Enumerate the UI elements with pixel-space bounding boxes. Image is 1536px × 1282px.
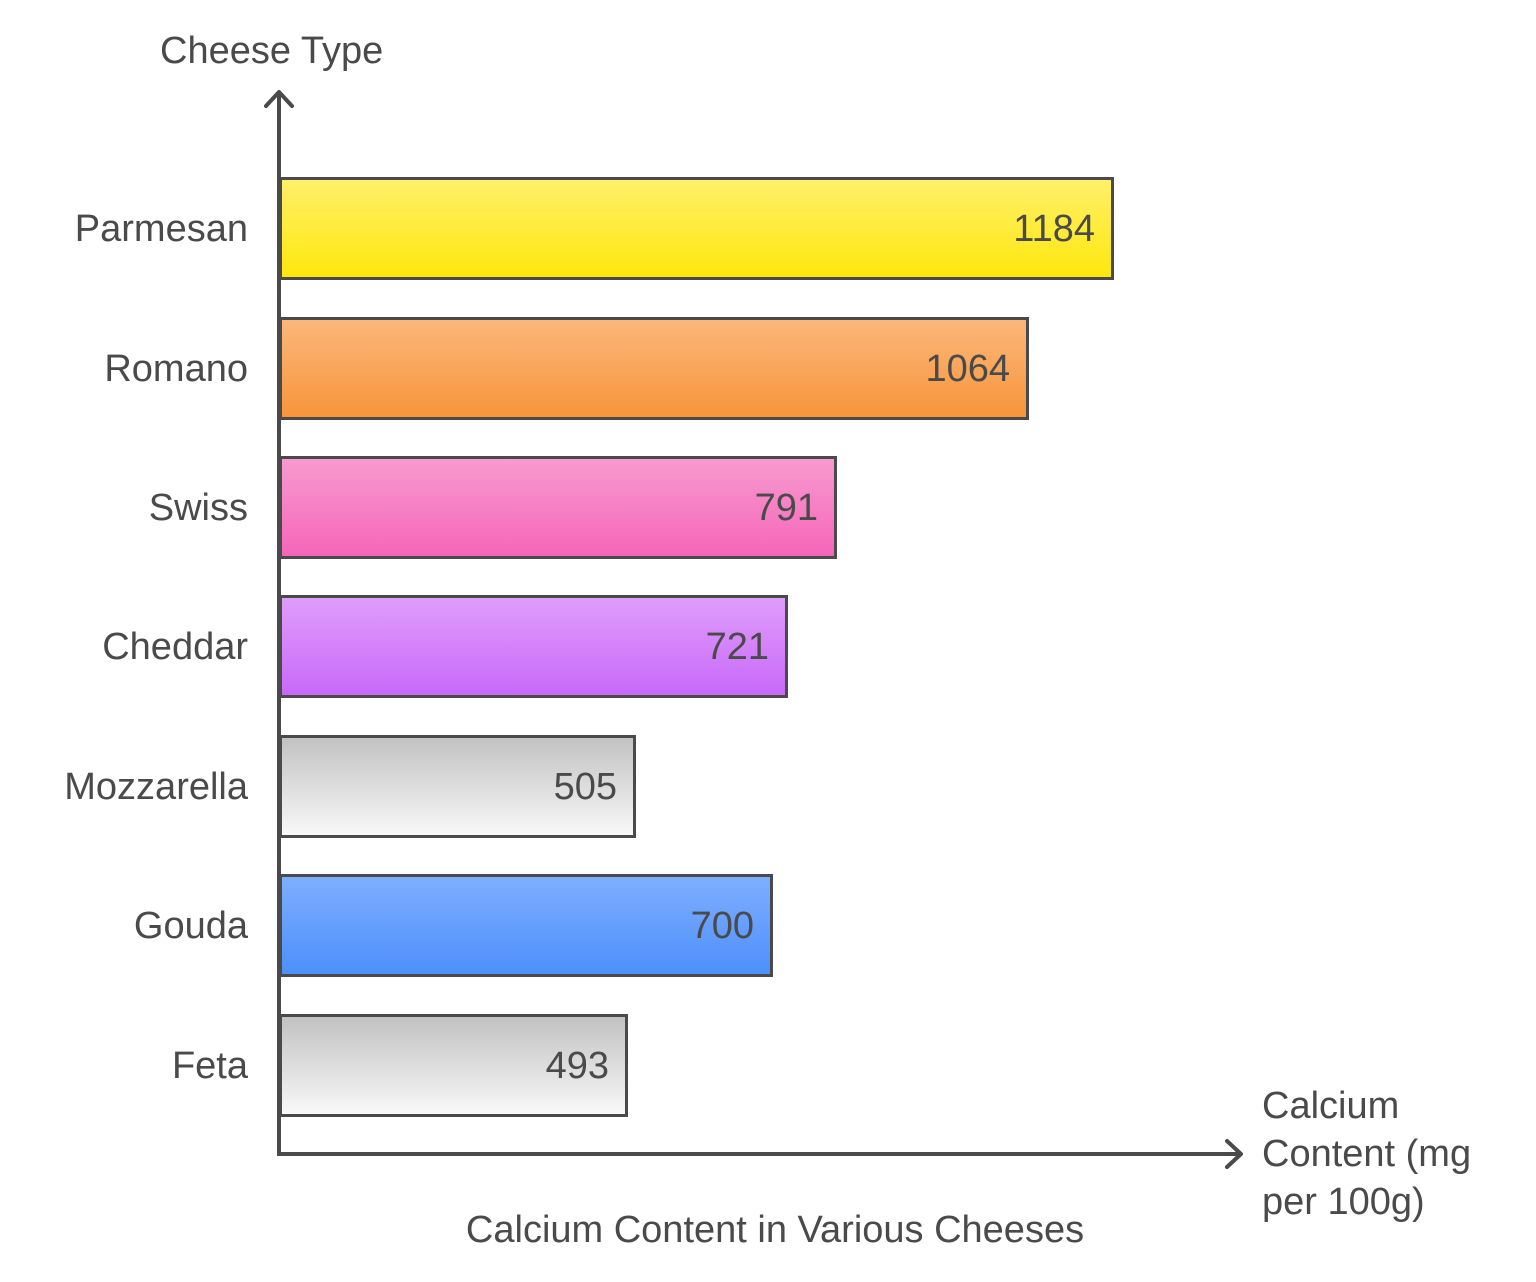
category-label-swiss: Swiss — [148, 487, 248, 529]
bar-gouda: 700 — [279, 874, 773, 977]
x-axis-arrow-icon — [1225, 1139, 1243, 1169]
category-label-cheddar: Cheddar — [102, 626, 248, 668]
bar-romano: 1064 — [279, 317, 1029, 420]
category-label-romano: Romano — [104, 348, 248, 390]
bar-feta: 493 — [279, 1014, 628, 1117]
y-axis-title: Cheese Type — [160, 30, 384, 72]
bar-value-swiss: 791 — [754, 486, 818, 529]
bar-value-parmesan: 1184 — [1013, 207, 1095, 250]
x-axis-title: Calcium Content (mg per 100g) — [1262, 1085, 1472, 1223]
category-label-mozzarella: Mozzarella — [64, 766, 248, 808]
y-axis-arrow-icon — [264, 90, 294, 108]
chart-title: Calcium Content in Various Cheeses — [465, 1209, 1085, 1251]
bar-swiss: 791 — [279, 456, 837, 559]
category-label-gouda: Gouda — [133, 905, 248, 947]
category-label-parmesan: Parmesan — [74, 208, 248, 250]
bar-cheddar: 721 — [279, 595, 788, 698]
bar-value-cheddar: 721 — [705, 625, 769, 668]
bar-value-romano: 1064 — [925, 347, 1010, 390]
bar-parmesan: 1184 — [279, 177, 1114, 280]
bar-mozzarella: 505 — [279, 735, 636, 838]
bar-value-mozzarella: 505 — [553, 765, 617, 808]
category-label-feta: Feta — [171, 1045, 248, 1087]
bar-value-feta: 493 — [545, 1044, 609, 1087]
bar-value-gouda: 700 — [690, 904, 754, 947]
